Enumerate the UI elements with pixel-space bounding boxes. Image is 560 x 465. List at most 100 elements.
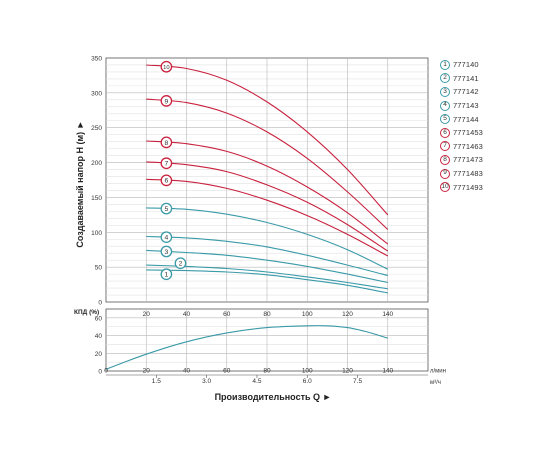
- curve-777140: [146, 269, 388, 294]
- eff-x-tick-label: 80: [263, 368, 271, 375]
- curve-7771463: [146, 161, 389, 252]
- curve-777143: [146, 235, 388, 277]
- legend-item: 8 7771473: [440, 153, 558, 167]
- curve-badge-label: 2: [179, 261, 183, 268]
- legend-badge: 8: [440, 154, 450, 165]
- legend-label: 777142: [453, 87, 479, 97]
- eff-x-tick-label: 20: [143, 368, 151, 375]
- curve-badge-10: [160, 60, 173, 73]
- curve-7771473: [146, 140, 389, 245]
- legend-badge: 10: [440, 182, 450, 193]
- curve-777142: [146, 249, 388, 284]
- legend-item: 1 777140: [440, 58, 558, 72]
- head-x-tick-label: 60: [223, 311, 231, 318]
- eff-x-tick-label: 40: [183, 368, 191, 375]
- head-y-tick-label: 50: [95, 265, 103, 272]
- curve-badge-8: [160, 136, 173, 149]
- head-x-tick-label: 120: [342, 311, 353, 318]
- curve-badge-2: [174, 257, 187, 270]
- eff-y-tick-label: 60: [95, 315, 103, 322]
- legend-label: 7771493: [453, 182, 483, 192]
- head-x-tick-label: 80: [263, 311, 271, 318]
- curve-badge-label: 8: [164, 140, 168, 147]
- curve-badge-label: 7: [164, 161, 168, 168]
- curve-badge-label: 4: [164, 235, 168, 242]
- curve-badge-label: 5: [164, 206, 168, 213]
- legend-item: 3 777142: [440, 85, 558, 99]
- legend-badge: 6: [440, 127, 450, 138]
- eff-x-tick-label: 140: [382, 368, 393, 375]
- curve-7771453: [146, 178, 389, 257]
- head-x-tick-label: 100: [302, 311, 313, 318]
- curve-badge-7: [160, 157, 173, 170]
- head-y-axis-label: Создаваемый напор H (м) ►: [75, 120, 85, 247]
- head-y-tick-label: 300: [91, 90, 102, 97]
- legend-item: 6 7771453: [440, 126, 558, 140]
- legend-item: 9 7771483: [440, 167, 558, 181]
- head-y-tick-label: 100: [91, 230, 102, 237]
- curve-7771483: [146, 98, 389, 230]
- head-y-tick-label: 250: [91, 125, 102, 132]
- curve-badge-label: 1: [164, 272, 168, 279]
- legend-badge: 1: [440, 59, 450, 70]
- legend-badge: 2: [440, 73, 450, 84]
- legend-label: 777143: [453, 101, 479, 111]
- head-x-tick-label: 20: [143, 311, 151, 318]
- eff-y-tick-label: 40: [95, 333, 103, 340]
- eff-y-axis-label: КПД (%): [74, 309, 99, 316]
- legend-label: 7771483: [453, 169, 483, 179]
- curve-badge-label: 10: [163, 65, 169, 71]
- eff-x-tick-label: 60: [223, 368, 231, 375]
- x2-tick-label: 4.5: [252, 378, 261, 385]
- curve-7771493: [146, 64, 389, 216]
- legend-badge: 4: [440, 100, 450, 111]
- head-y-tick-label: 350: [91, 56, 102, 63]
- curve-badge-label: 3: [164, 249, 168, 256]
- head-y-tick-label: 0: [98, 300, 102, 307]
- head-y-tick-label: 150: [91, 195, 102, 202]
- x2-tick-label: 6.0: [303, 378, 312, 385]
- x2-tick-label: 3.0: [202, 378, 211, 385]
- legend-label: 7771453: [453, 128, 483, 138]
- curve-badge-4: [160, 231, 173, 244]
- head-y-tick-label: 200: [91, 160, 102, 167]
- curve-777144: [146, 207, 389, 270]
- legend-label: 7771473: [453, 155, 483, 165]
- legend-badge: 7: [440, 141, 450, 152]
- x-axis-label: Производительность Q ►: [215, 392, 332, 402]
- x2-unit-label: м³/ч: [430, 380, 441, 386]
- legend-badge: 5: [440, 114, 450, 125]
- head-x-tick-label: 40: [183, 311, 191, 318]
- legend-label: 7771463: [453, 141, 483, 151]
- legend-item: 5 777144: [440, 112, 558, 126]
- x-unit-label: л/мин: [430, 369, 446, 375]
- eff-x-tick-label: 0: [104, 368, 108, 375]
- eff-x-tick-label: 120: [342, 368, 353, 375]
- legend-item: 7 7771463: [440, 140, 558, 154]
- curve-badge-label: 6: [164, 178, 168, 185]
- curve-badge-5: [160, 202, 173, 215]
- x2-tick-label: 7.5: [353, 378, 362, 385]
- curve-badge-1: [160, 268, 173, 281]
- eff-x-tick-label: 100: [302, 368, 313, 375]
- eff-y-tick-label: 0: [98, 369, 102, 376]
- legend-item: 4 777143: [440, 99, 558, 113]
- curve-777141: [146, 264, 388, 290]
- legend-label: 777141: [453, 73, 479, 83]
- eff-y-tick-label: 20: [95, 351, 103, 358]
- legend-label: 777140: [453, 60, 479, 70]
- efficiency-curve: [105, 325, 388, 370]
- curve-badge-9: [160, 95, 173, 107]
- legend-badge: 9: [440, 168, 450, 179]
- head-x-tick-label: 140: [382, 311, 393, 318]
- legend-item: 10 7771493: [440, 180, 558, 194]
- legend-badge: 3: [440, 86, 450, 97]
- legend-label: 777144: [453, 114, 479, 124]
- curve-badge-3: [160, 245, 173, 258]
- legend: 1 777140 2 777141 3 777142 4 777143 5 777144 6 7771…: [440, 58, 558, 194]
- curve-badge-6: [160, 174, 173, 187]
- curve-badge-label: 9: [164, 98, 168, 105]
- x2-tick-label: 1.5: [152, 378, 161, 385]
